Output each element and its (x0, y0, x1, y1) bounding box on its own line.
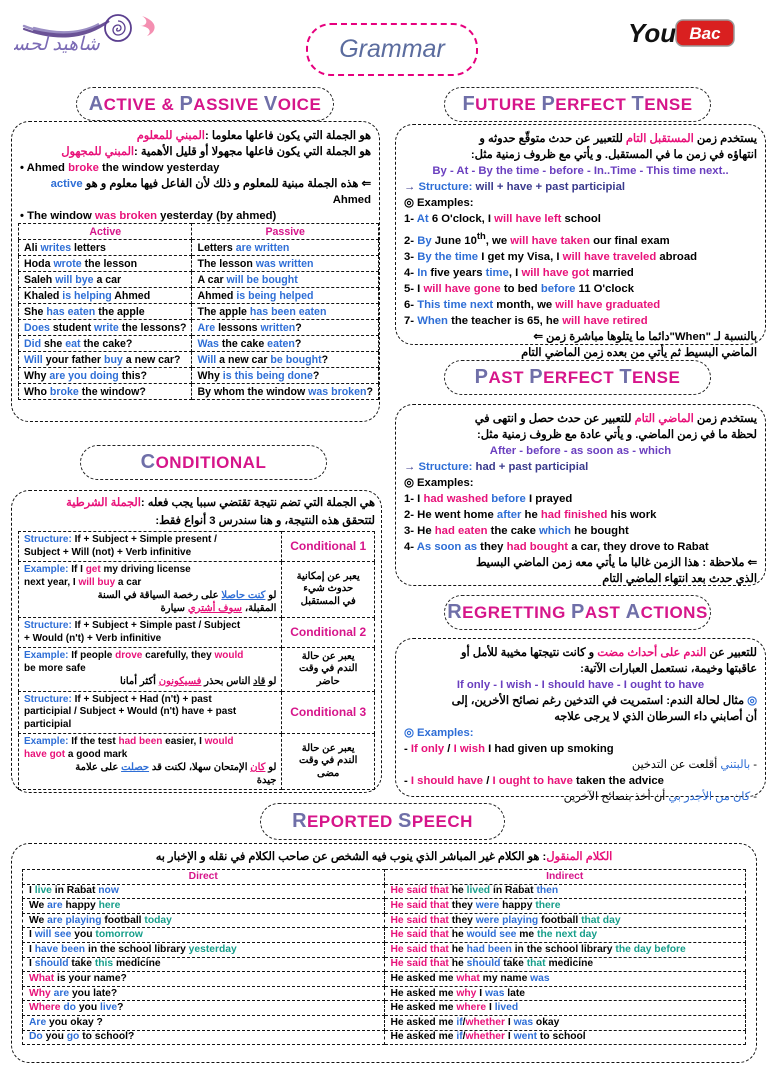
svg-text:Bac: Bac (689, 24, 721, 43)
svg-text:شاهيد لحسن: شاهيد لحسن (14, 34, 101, 55)
